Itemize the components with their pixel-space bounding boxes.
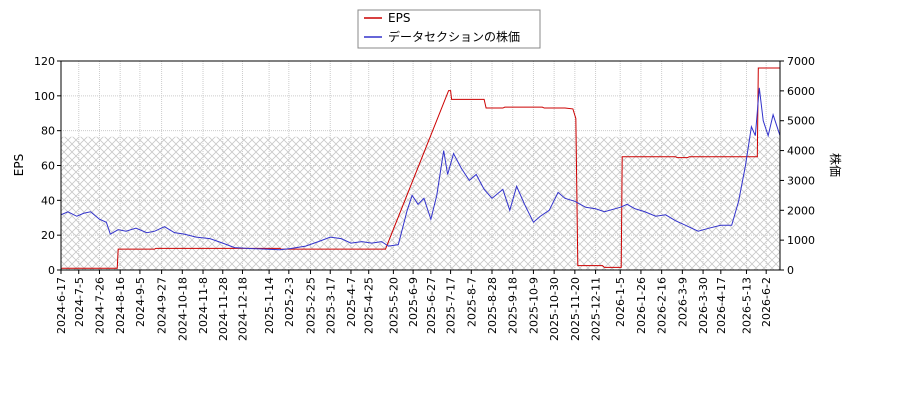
x-tick-label: 2024-9-5 (134, 277, 147, 327)
y-right-tick-label: 2000 (787, 204, 815, 217)
x-tick-label: 2025-6-27 (425, 277, 438, 334)
x-tick-label: 2025-5-20 (387, 277, 400, 334)
x-tick-label: 2026-1-5 (614, 277, 627, 327)
y-axis-right-title: 株価 (828, 153, 843, 177)
x-tick-label: 2025-1-14 (263, 277, 276, 334)
x-tick-label: 2024-11-28 (217, 277, 230, 341)
x-tick-label: 2024-7-5 (73, 277, 86, 327)
y-right-tick-label: 1000 (787, 234, 815, 247)
legend-price-label: データセクションの株価 (388, 29, 520, 44)
x-tick-label: 2025-8-7 (465, 277, 478, 327)
y-left-tick-label: 20 (41, 229, 55, 242)
x-tick-label: 2024-10-18 (176, 277, 189, 341)
x-tick-label: 2025-10-9 (527, 277, 540, 334)
x-tick-label: 2025-12-11 (590, 277, 603, 341)
x-tick-label: 2025-7-17 (445, 277, 458, 334)
y-right-tick-label: 6000 (787, 85, 815, 98)
y-right-tick-label: 3000 (787, 174, 815, 187)
y-left-tick-label: 40 (41, 194, 55, 207)
x-tick-label: 2026-4-17 (715, 277, 728, 334)
x-tick-label: 2025-9-18 (507, 277, 520, 334)
x-tick-label: 2024-8-16 (114, 277, 127, 334)
y-left-tick-label: 60 (41, 160, 55, 173)
x-tick-label: 2024-7-26 (93, 277, 106, 334)
x-tick-label: 2025-10-30 (548, 277, 561, 341)
x-tick-label: 2026-2-16 (656, 277, 669, 334)
x-tick-label: 2026-6-2 (760, 277, 773, 327)
x-tick-label: 2026-3-9 (676, 277, 689, 327)
x-tick-label: 2026-1-26 (635, 277, 648, 334)
x-tick-label: 2025-3-17 (324, 277, 337, 334)
x-tick-label: 2024-12-18 (236, 277, 249, 341)
x-tick-label: 2025-4-7 (345, 277, 358, 327)
hatched-band (61, 136, 780, 270)
x-tick-label: 2026-5-13 (740, 277, 753, 334)
x-tick-label: 2025-2-3 (283, 277, 296, 327)
y-left-tick-label: 120 (34, 55, 55, 68)
legend-eps-label: EPS (388, 11, 410, 25)
x-tick-label: 2025-2-25 (305, 277, 318, 334)
legend: EPS データセクションの株価 (357, 9, 541, 49)
x-tick-label: 2025-8-28 (486, 277, 499, 334)
x-tick-label: 2025-6-9 (407, 277, 420, 327)
y-left-tick-label: 0 (48, 264, 55, 277)
y-left-tick-label: 80 (41, 125, 55, 138)
y-axis-left-title: EPS (12, 154, 26, 176)
x-tick-label: 2024-11-8 (197, 277, 210, 334)
legend-box (357, 9, 541, 49)
eps-series-line (61, 67, 780, 269)
x-tick-label: 2025-11-20 (569, 277, 582, 341)
x-tick-label: 2024-6-17 (55, 277, 68, 334)
y-left-tick-label: 100 (34, 90, 55, 103)
x-tick-label: 2025-4-25 (363, 277, 376, 334)
y-right-tick-label: 5000 (787, 115, 815, 128)
y-right-tick-label: 0 (787, 264, 794, 277)
y-right-tick-label: 7000 (787, 55, 815, 68)
price-series-line (61, 87, 780, 251)
x-tick-label: 2024-9-27 (156, 277, 169, 334)
y-right-tick-label: 4000 (787, 145, 815, 158)
x-tick-label: 2026-3-30 (697, 277, 710, 334)
